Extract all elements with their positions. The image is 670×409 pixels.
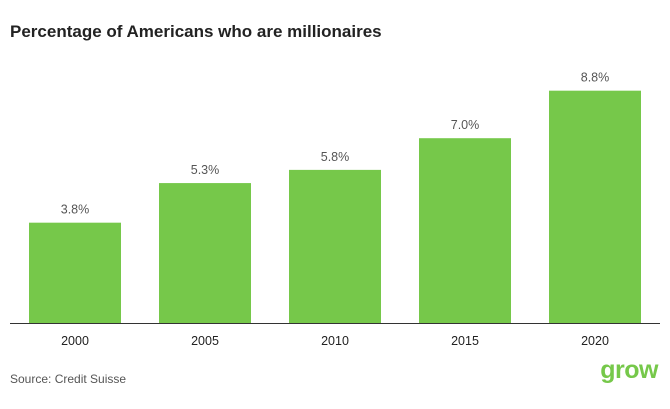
bar-2000 bbox=[29, 222, 121, 323]
x-tick-label-2005: 2005 bbox=[191, 334, 219, 348]
value-label-2015: 7.0% bbox=[451, 118, 480, 132]
value-label-2020: 8.8% bbox=[581, 71, 610, 85]
value-label-2010: 5.8% bbox=[321, 150, 350, 164]
x-tick-label-2020: 2020 bbox=[581, 334, 609, 348]
grow-logo: grow bbox=[600, 356, 658, 384]
value-label-2005: 5.3% bbox=[191, 163, 220, 177]
x-tick-label-2015: 2015 bbox=[451, 334, 479, 348]
chart-title: Percentage of Americans who are milliona… bbox=[10, 22, 382, 41]
bar-2010 bbox=[289, 169, 381, 323]
source-note: Source: Credit Suisse bbox=[10, 372, 127, 386]
bar-2015 bbox=[419, 138, 511, 323]
bar-2020 bbox=[549, 90, 641, 324]
bar-2005 bbox=[159, 183, 251, 323]
value-label-2000: 3.8% bbox=[61, 203, 90, 217]
x-tick-label-2000: 2000 bbox=[61, 334, 89, 348]
x-tick-label-2010: 2010 bbox=[321, 334, 349, 348]
